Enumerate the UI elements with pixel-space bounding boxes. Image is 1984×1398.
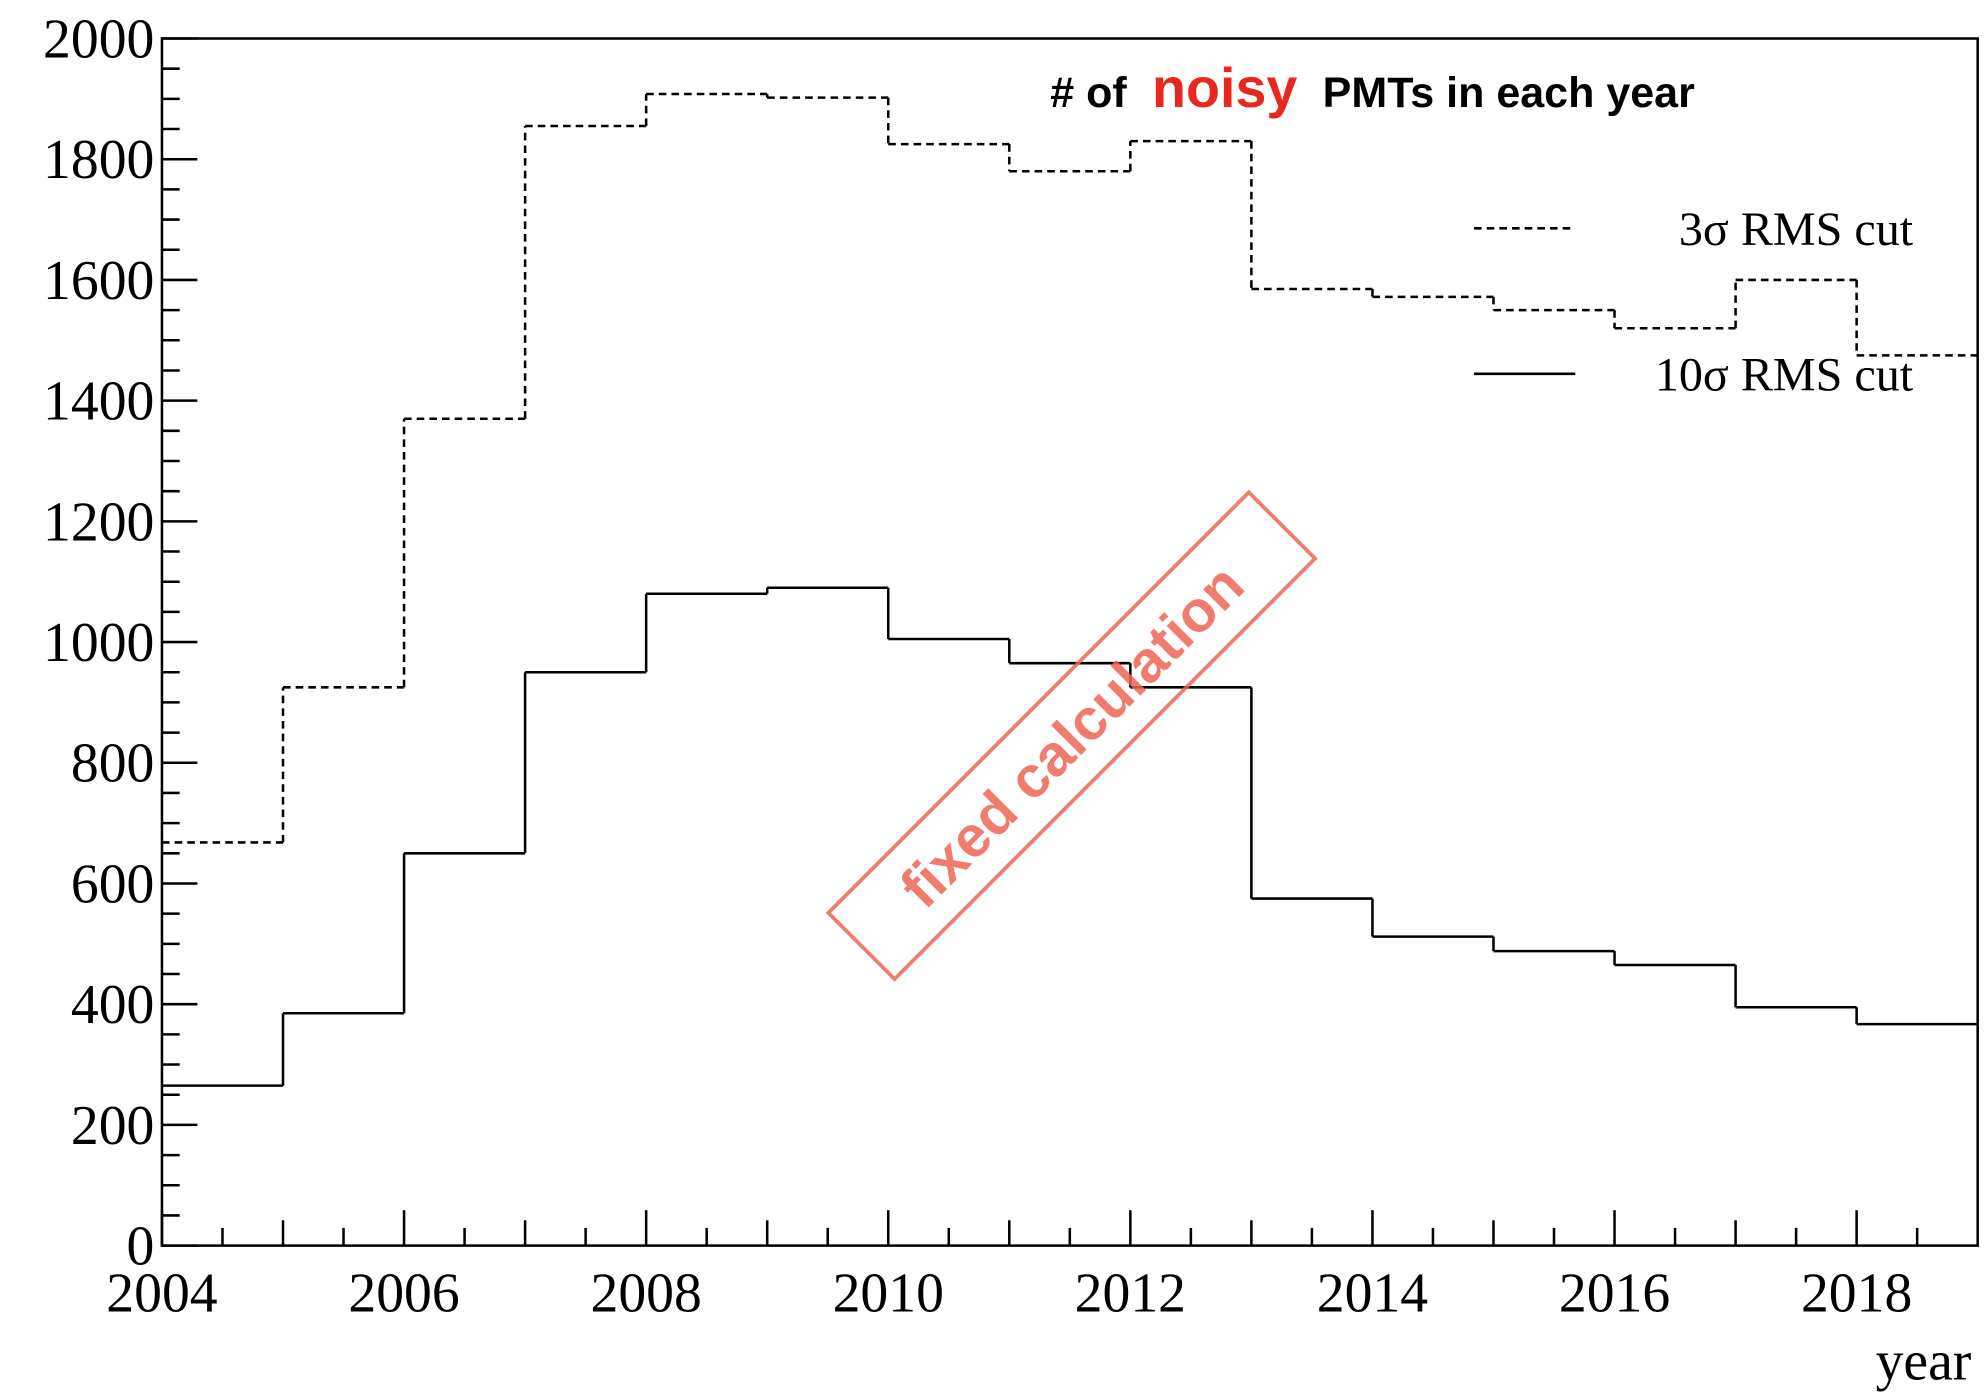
- y-tick-label: 0: [127, 1216, 155, 1278]
- annotation: fixed calculation: [888, 552, 1256, 920]
- title-part: # of: [1050, 69, 1127, 117]
- title-part: noisy: [1152, 57, 1297, 119]
- x-tick-label: 2006: [348, 1262, 459, 1324]
- y-tick-label: 800: [71, 733, 154, 795]
- y-tick-label: 400: [71, 974, 154, 1036]
- y-tick-label: 200: [71, 1095, 154, 1157]
- legend-label: 10σ RMS cut: [1655, 348, 1914, 401]
- y-tick-label: 1400: [43, 371, 154, 433]
- y-tick-label: 1200: [43, 491, 154, 553]
- x-tick-label: 2010: [833, 1262, 944, 1324]
- title-part: PMTs in each year: [1323, 69, 1695, 117]
- x-tick-label: 2016: [1559, 1262, 1670, 1324]
- legend-label: 3σ RMS cut: [1679, 203, 1914, 256]
- y-tick-label: 2000: [43, 8, 154, 70]
- x-tick-label: 2012: [1075, 1262, 1186, 1324]
- y-tick-label: 1800: [43, 129, 154, 191]
- x-tick-label: 2014: [1317, 1262, 1428, 1324]
- x-axis-label: year: [1876, 1331, 1972, 1393]
- x-tick-label: 2008: [590, 1262, 701, 1324]
- x-tick-label: 2004: [106, 1262, 217, 1324]
- stamp-box: [825, 489, 1318, 982]
- annotation-stamp: fixed calculation: [825, 489, 1318, 982]
- x-tick-label: 2018: [1801, 1262, 1912, 1324]
- chart-title: # of noisy PMTs in each year: [1050, 57, 1695, 119]
- y-tick-label: 600: [71, 853, 154, 915]
- y-tick-label: 1600: [43, 250, 154, 312]
- y-tick-label: 1000: [43, 612, 154, 674]
